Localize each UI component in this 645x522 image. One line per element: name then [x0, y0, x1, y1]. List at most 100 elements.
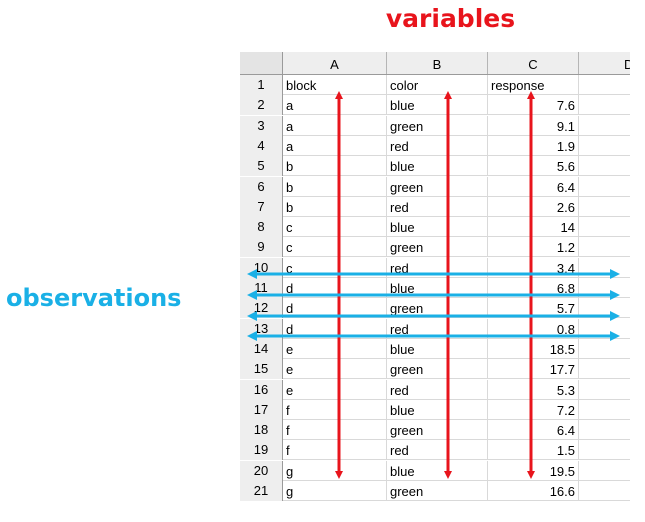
cell-response[interactable]: 6.8: [488, 278, 579, 298]
cell-d[interactable]: [579, 95, 630, 115]
cell-color[interactable]: blue: [387, 156, 488, 177]
select-all-corner[interactable]: [240, 52, 283, 74]
cell-block[interactable]: f: [283, 440, 387, 461]
cell-d[interactable]: [579, 258, 630, 278]
cell-block[interactable]: b: [283, 176, 387, 197]
row-header[interactable]: 18: [240, 420, 283, 441]
column-header-b[interactable]: B: [387, 52, 488, 74]
row-header[interactable]: 2: [240, 95, 283, 116]
cell-response[interactable]: 5.3: [488, 379, 579, 400]
row-header[interactable]: 4: [240, 135, 283, 156]
cell-d[interactable]: [579, 177, 630, 197]
cell-d[interactable]: [579, 420, 630, 440]
cell-color[interactable]: blue: [387, 338, 488, 359]
cell-block[interactable]: a: [283, 95, 387, 116]
cell-d[interactable]: [579, 481, 630, 501]
cell-color[interactable]: red: [387, 379, 488, 400]
cell-response[interactable]: 16.6: [488, 481, 579, 501]
cell-color[interactable]: red: [387, 440, 488, 461]
cell-d[interactable]: [579, 440, 630, 460]
cell-block[interactable]: e: [283, 379, 387, 400]
cell-response[interactable]: 9.1: [488, 115, 579, 136]
cell-block[interactable]: e: [283, 338, 387, 359]
cell-color[interactable]: red: [387, 135, 488, 156]
cell-d[interactable]: [579, 319, 630, 339]
cell-response[interactable]: 19.5: [488, 460, 579, 481]
cell-d[interactable]: [579, 461, 630, 481]
cell-block[interactable]: d: [283, 318, 387, 339]
column-header-c[interactable]: C: [488, 52, 579, 74]
cell-block[interactable]: g: [283, 481, 387, 501]
cell-block[interactable]: e: [283, 359, 387, 380]
cell-color[interactable]: red: [387, 196, 488, 217]
cell-color[interactable]: green: [387, 115, 488, 136]
row-header[interactable]: 12: [240, 298, 283, 319]
row-header[interactable]: 1: [240, 75, 283, 95]
cell-response[interactable]: response: [488, 75, 579, 95]
cell-block[interactable]: c: [283, 257, 387, 278]
cell-response[interactable]: 1.2: [488, 237, 579, 258]
cell-d[interactable]: [579, 298, 630, 318]
cell-block[interactable]: d: [283, 298, 387, 319]
row-header[interactable]: 8: [240, 217, 283, 238]
cell-d[interactable]: [579, 237, 630, 257]
cell-color[interactable]: blue: [387, 399, 488, 420]
row-header[interactable]: 11: [240, 278, 283, 298]
cell-block[interactable]: f: [283, 399, 387, 420]
cell-d[interactable]: [579, 380, 630, 400]
row-header[interactable]: 13: [240, 318, 283, 339]
cell-response[interactable]: 7.2: [488, 399, 579, 420]
cell-d[interactable]: [579, 359, 630, 379]
cell-block[interactable]: a: [283, 135, 387, 156]
row-header[interactable]: 17: [240, 399, 283, 420]
row-header[interactable]: 20: [240, 460, 283, 481]
cell-block[interactable]: f: [283, 420, 387, 441]
row-header[interactable]: 16: [240, 379, 283, 400]
row-header[interactable]: 3: [240, 115, 283, 136]
row-header[interactable]: 15: [240, 359, 283, 380]
cell-color[interactable]: green: [387, 237, 488, 258]
cell-color[interactable]: color: [387, 75, 488, 95]
cell-d[interactable]: [579, 339, 630, 359]
cell-color[interactable]: green: [387, 481, 488, 501]
cell-color[interactable]: blue: [387, 217, 488, 238]
row-header[interactable]: 9: [240, 237, 283, 258]
cell-block[interactable]: c: [283, 217, 387, 238]
cell-d[interactable]: [579, 136, 630, 156]
cell-color[interactable]: blue: [387, 95, 488, 116]
cell-response[interactable]: 7.6: [488, 95, 579, 116]
cell-block[interactable]: c: [283, 237, 387, 258]
row-header[interactable]: 5: [240, 156, 283, 177]
cell-block[interactable]: b: [283, 156, 387, 177]
cell-response[interactable]: 1.9: [488, 135, 579, 156]
cell-response[interactable]: 1.5: [488, 440, 579, 461]
cell-d[interactable]: [579, 217, 630, 237]
cell-response[interactable]: 18.5: [488, 338, 579, 359]
cell-response[interactable]: 14: [488, 217, 579, 238]
cell-response[interactable]: 5.7: [488, 298, 579, 319]
cell-response[interactable]: 5.6: [488, 156, 579, 177]
cell-d[interactable]: [579, 156, 630, 176]
cell-d[interactable]: [579, 400, 630, 420]
cell-block[interactable]: b: [283, 196, 387, 217]
cell-color[interactable]: green: [387, 176, 488, 197]
cell-response[interactable]: 6.4: [488, 176, 579, 197]
cell-block[interactable]: d: [283, 278, 387, 298]
cell-color[interactable]: green: [387, 298, 488, 319]
column-header-d[interactable]: D: [579, 52, 630, 74]
cell-block[interactable]: a: [283, 115, 387, 136]
cell-response[interactable]: 0.8: [488, 318, 579, 339]
column-header-a[interactable]: A: [283, 52, 387, 74]
cell-response[interactable]: 3.4: [488, 257, 579, 278]
row-header[interactable]: 6: [240, 176, 283, 197]
cell-d[interactable]: [579, 278, 630, 298]
cell-block[interactable]: g: [283, 460, 387, 481]
cell-color[interactable]: green: [387, 359, 488, 380]
cell-color[interactable]: green: [387, 420, 488, 441]
row-header[interactable]: 21: [240, 481, 283, 501]
cell-color[interactable]: red: [387, 318, 488, 339]
cell-color[interactable]: blue: [387, 460, 488, 481]
row-header[interactable]: 19: [240, 440, 283, 461]
row-header[interactable]: 10: [240, 257, 283, 278]
row-header[interactable]: 14: [240, 338, 283, 359]
